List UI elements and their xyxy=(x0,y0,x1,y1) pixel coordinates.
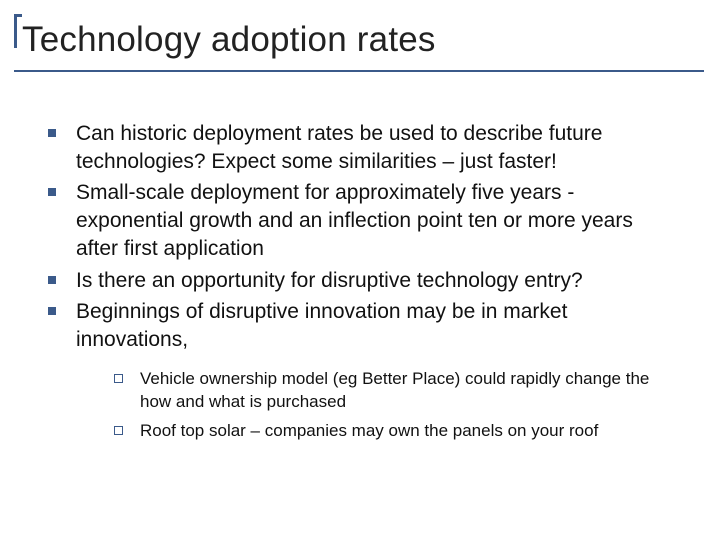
list-item: Is there an opportunity for disruptive t… xyxy=(44,267,680,295)
title-region: Technology adoption rates xyxy=(14,14,704,72)
bullet-text: Is there an opportunity for disruptive t… xyxy=(76,269,583,292)
slide: Technology adoption rates Can historic d… xyxy=(0,14,720,554)
slide-title: Technology adoption rates xyxy=(14,14,704,72)
bullet-text: Can historic deployment rates be used to… xyxy=(76,122,602,173)
list-item: Small-scale deployment for approximately… xyxy=(44,179,680,262)
bullet-list: Can historic deployment rates be used to… xyxy=(44,120,680,443)
list-item: Can historic deployment rates be used to… xyxy=(44,120,680,175)
sub-bullet-text: Roof top solar – companies may own the p… xyxy=(140,421,598,440)
title-corner-accent xyxy=(14,14,22,48)
list-item: Vehicle ownership model (eg Better Place… xyxy=(112,368,680,414)
sub-bullet-text: Vehicle ownership model (eg Better Place… xyxy=(140,369,649,411)
list-item: Roof top solar – companies may own the p… xyxy=(112,420,680,443)
sub-bullet-list: Vehicle ownership model (eg Better Place… xyxy=(112,368,680,443)
body-region: Can historic deployment rates be used to… xyxy=(0,72,720,443)
list-item: Beginnings of disruptive innovation may … xyxy=(44,298,680,442)
bullet-text: Small-scale deployment for approximately… xyxy=(76,181,633,259)
bullet-text: Beginnings of disruptive innovation may … xyxy=(76,300,567,351)
